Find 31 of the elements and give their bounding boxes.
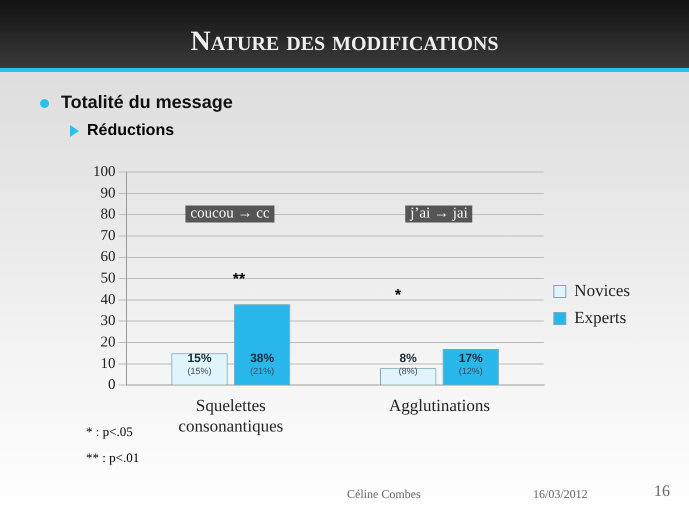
x-tick-label: Agglutinations	[388, 396, 490, 415]
x-tick-label: Squelettes consonantiques	[178, 396, 284, 436]
annotation: *	[394, 287, 402, 304]
y-tick-label: 30	[100, 313, 116, 330]
data-label: 38% (21%)	[250, 351, 274, 376]
data-label: 15% (15%)	[188, 351, 212, 376]
annotation: j’ai → jai	[410, 206, 468, 222]
y-tick-label: 20	[100, 334, 116, 350]
text: 16	[654, 483, 670, 500]
y-tick-label: 40	[100, 292, 116, 308]
text: ** : p<.01	[86, 450, 140, 465]
text: Réductions	[87, 122, 174, 139]
chart-title: Nature des modifications	[190, 26, 500, 58]
y-tick-label: 0	[108, 377, 116, 394]
text: 16/03/2012	[533, 487, 588, 501]
y-tick-label: 10	[100, 356, 116, 372]
y-tick-label: 50	[100, 270, 116, 287]
annotation: **	[232, 271, 246, 288]
y-tick-label: 90	[100, 185, 116, 202]
data-label: 17% (12%)	[458, 351, 484, 376]
y-tick-label: 70	[100, 228, 116, 244]
y-tick-label: 100	[93, 164, 116, 180]
data-label: 8% (8%)	[398, 351, 418, 376]
legend-label: Experts	[574, 308, 626, 327]
text: * : p<.05	[86, 424, 133, 439]
y-tick-label: 60	[100, 249, 116, 266]
y-tick-label: 80	[100, 206, 116, 223]
legend-label: Novices	[574, 280, 630, 300]
text: Céline Combes	[347, 487, 421, 501]
annotation: coucou → cc	[190, 206, 270, 222]
chart-subtitle: Totalité du message	[61, 92, 233, 112]
